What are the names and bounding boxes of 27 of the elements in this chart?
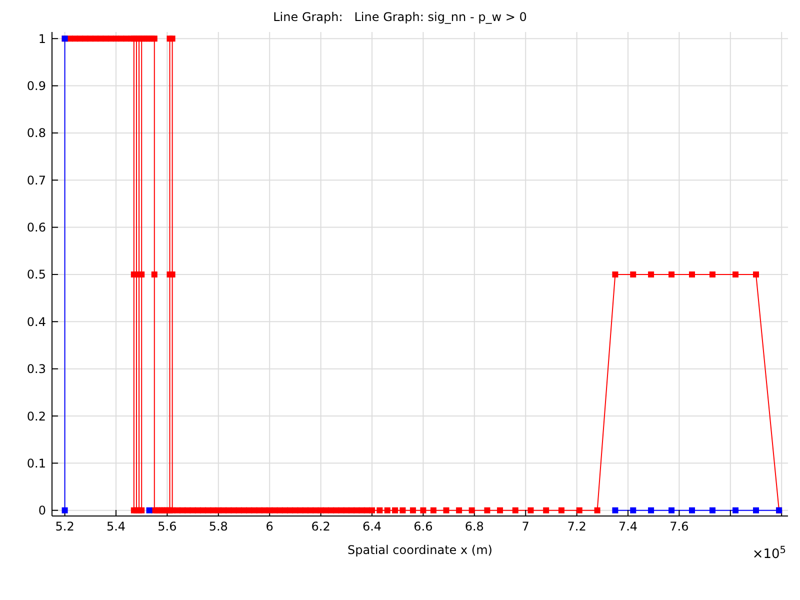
x-axis-title: Spatial coordinate x (m): [348, 543, 492, 557]
y-tick-label: 0.9: [26, 79, 46, 94]
y-tick-label: 0.7: [26, 173, 46, 188]
x-tick-label: 6.4: [362, 520, 382, 534]
y-tick-label: 0.4: [26, 314, 46, 329]
x-tick-label: 7.4: [618, 520, 638, 534]
x-tick-label: 5.8: [208, 520, 228, 534]
x-tick-label: 7.6: [670, 520, 689, 534]
x-tick-label: 5.2: [55, 520, 74, 534]
x-tick-label: 7.2: [567, 520, 586, 534]
chart-title: Line Graph: Line Graph: sig_nn - p_w > 0: [272, 10, 528, 24]
y-tick-label: 0.3: [26, 362, 46, 376]
y-tick-label: 0.5: [26, 268, 46, 282]
x-tick-label: 6.2: [311, 520, 330, 534]
y-tick-label: 1: [38, 32, 46, 46]
y-tick-label: 0.6: [26, 220, 46, 235]
x-tick-label: 6: [266, 520, 274, 534]
x-tick-label: 6.8: [464, 520, 484, 534]
y-tick-label: 0.1: [26, 456, 46, 470]
x-tick-label: 5.4: [106, 520, 126, 534]
text: ×10$^{5}$: [752, 544, 786, 562]
x-tick-label: 7: [522, 520, 530, 534]
y-tick-label: 0.8: [26, 126, 46, 140]
y-tick-label: 0: [38, 504, 46, 518]
x-tick-label: 6.6: [414, 520, 433, 534]
y-tick-label: 0.2: [26, 409, 46, 424]
x-tick-label: 5.6: [158, 520, 177, 534]
